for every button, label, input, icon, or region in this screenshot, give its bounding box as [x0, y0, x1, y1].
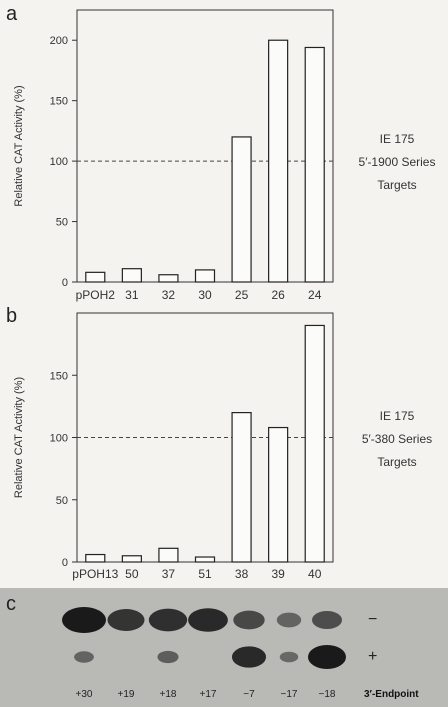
blot-band-minus — [148, 608, 188, 632]
lane-label: +17 — [200, 689, 217, 700]
lane-label: −17 — [281, 689, 298, 700]
strand-minus-label: − — [368, 611, 377, 628]
side-label: IE 175 — [380, 409, 415, 423]
blot-band-minus — [233, 610, 265, 630]
y-tick-label: 100 — [50, 156, 68, 168]
blot-band-minus — [62, 607, 106, 633]
blot: +30 +19 +18 +17 −7 −17 −18 — [62, 607, 346, 700]
lane-label: +19 — [118, 689, 135, 700]
chart-b: 0 50 100 150 Relative CAT Activity (%) pPOH13… — [13, 312, 432, 581]
bar — [304, 46, 325, 283]
bar — [268, 39, 289, 283]
blot-background — [0, 588, 448, 707]
blot-band-plus — [231, 646, 267, 668]
blot-band-plus — [157, 650, 179, 664]
panel-letter-c: c — [6, 593, 16, 615]
panel-letter-a: a — [6, 3, 18, 25]
y-tick-label: 50 — [56, 495, 68, 507]
category-label: 25 — [235, 288, 249, 302]
bar — [158, 547, 179, 563]
lane-label: +30 — [76, 689, 93, 700]
blot-band-minus — [276, 612, 302, 628]
side-label: Targets — [377, 455, 416, 469]
blot-band-plus — [308, 645, 346, 669]
bar — [158, 274, 179, 283]
blot-band-minus — [312, 611, 342, 629]
bar — [121, 268, 142, 283]
bar — [85, 271, 106, 283]
category-label: pPOH13 — [72, 567, 118, 581]
category-label: 39 — [271, 567, 285, 581]
y-tick-label: 0 — [62, 277, 68, 289]
y-tick-label: 100 — [50, 433, 68, 445]
lane-label: −7 — [243, 689, 255, 700]
category-label: 24 — [308, 288, 322, 302]
lane-label: −18 — [319, 689, 336, 700]
y-tick-label: 150 — [50, 370, 68, 382]
bar — [121, 555, 142, 563]
y-axis-label: Relative CAT Activity (%) — [13, 377, 25, 498]
blot-band-minus — [188, 608, 228, 632]
lane-label: +18 — [160, 689, 177, 700]
category-label: 40 — [308, 567, 322, 581]
category-label: pPOH2 — [76, 288, 116, 302]
category-label: 50 — [125, 567, 139, 581]
side-label: 5′-1900 Series — [359, 155, 436, 169]
y-axis-label: Relative CAT Activity (%) — [13, 85, 25, 206]
side-label: 5′-380 Series — [362, 432, 432, 446]
bar — [304, 324, 325, 563]
category-label: 30 — [198, 288, 212, 302]
category-label: 37 — [162, 567, 176, 581]
blot-band-plus — [74, 651, 94, 663]
blot-band-minus — [107, 609, 145, 631]
bar — [268, 426, 289, 563]
bar — [231, 136, 252, 283]
y-tick-label: 150 — [50, 96, 68, 108]
category-label: 31 — [125, 288, 139, 302]
bar — [194, 556, 216, 563]
bar — [194, 269, 216, 283]
chart-a: 0 50 100 150 200 Relative CAT Activity (%) pPO… — [13, 9, 436, 302]
y-tick-label: 50 — [56, 217, 68, 229]
side-label: IE 175 — [380, 132, 415, 146]
category-label: 51 — [198, 567, 212, 581]
plot-frame — [76, 9, 334, 283]
side-label: Targets — [377, 178, 416, 192]
bar — [231, 412, 252, 563]
blot-band-plus — [279, 651, 299, 663]
y-tick-label: 0 — [62, 557, 68, 569]
category-label: 38 — [235, 567, 249, 581]
category-label: 26 — [271, 288, 285, 302]
panel-letter-b: b — [6, 305, 17, 327]
strand-plus-label: + — [368, 648, 377, 665]
y-tick-label: 200 — [50, 35, 68, 47]
endpoint-label: 3′-Endpoint — [364, 689, 419, 700]
category-label: 32 — [162, 288, 176, 302]
bar — [85, 553, 106, 563]
